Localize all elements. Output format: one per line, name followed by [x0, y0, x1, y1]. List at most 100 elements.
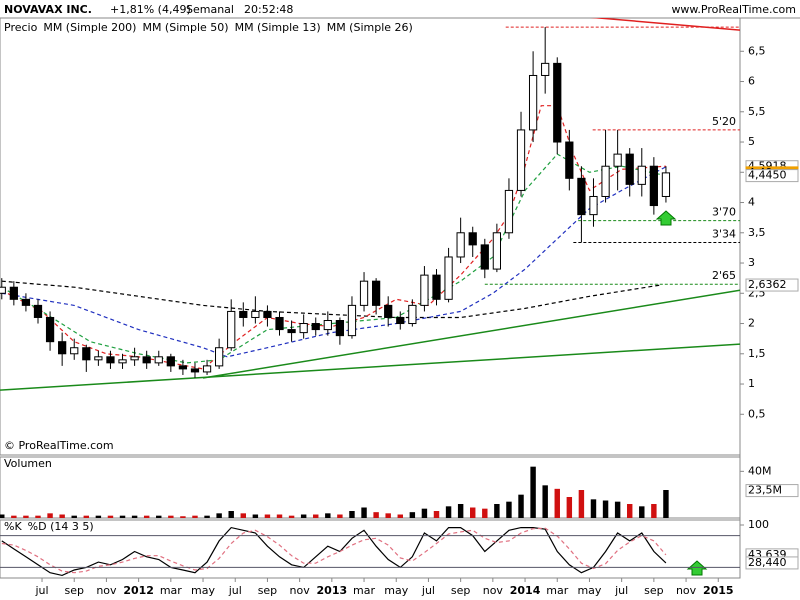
candle-body	[166, 356, 175, 367]
candle-body	[541, 62, 550, 76]
volume-bar	[626, 504, 633, 518]
volume-bar	[168, 515, 174, 518]
x-tick-label: sep	[258, 584, 277, 597]
price-plot: 5'20 3'70 3'34 2'65	[0, 18, 740, 391]
candle-body	[154, 356, 163, 364]
candle-body	[9, 286, 18, 300]
up-arrow	[686, 560, 708, 576]
value-tag	[745, 169, 799, 183]
value-tag-label: 4,4450	[748, 169, 787, 182]
x-tick-label: jul	[228, 584, 242, 597]
x-tick-label: sep	[64, 584, 83, 597]
candle-body	[516, 129, 526, 191]
volume-bar	[494, 504, 500, 518]
candle-body	[649, 165, 658, 207]
candle-body	[444, 256, 453, 300]
x-tick-label: 2012	[123, 584, 154, 597]
y-tick-label: 40M	[748, 464, 772, 477]
volume-bar	[602, 500, 609, 518]
candle-body	[480, 244, 489, 270]
value-tag-label: 23,5M	[748, 484, 782, 497]
volume-bar	[554, 488, 560, 518]
candle-body	[82, 347, 91, 361]
y-tick-label: 2	[748, 317, 755, 330]
volume-bar	[180, 516, 186, 518]
volume-bar	[530, 466, 536, 518]
candle-body	[384, 304, 393, 318]
candle-body	[553, 62, 562, 143]
candle-body	[396, 316, 405, 325]
candle-body	[565, 141, 574, 179]
volume-bar	[23, 515, 29, 518]
trendline	[0, 343, 740, 391]
candle-body	[347, 304, 357, 337]
x-tick-label: nov	[290, 584, 311, 597]
trendline	[590, 18, 740, 31]
candle-body	[263, 310, 272, 318]
y-tick-label: 5	[748, 135, 755, 148]
volume-bar	[433, 511, 440, 518]
volume-bar	[349, 511, 355, 518]
oscillator-line	[1, 526, 667, 577]
copyright: © ProRealTime.com	[4, 439, 114, 452]
volume-bar	[385, 513, 391, 518]
volume-bar	[445, 506, 452, 518]
volume-bar	[590, 499, 597, 518]
candle-body	[106, 356, 115, 364]
y-tick-label: 3,5	[748, 226, 766, 239]
volume-bar	[614, 501, 621, 518]
x-tick-label: nov	[483, 584, 504, 597]
candle-body	[299, 323, 308, 334]
candle-body	[359, 280, 369, 306]
candle-body	[70, 347, 79, 355]
volume-title: Volumen	[4, 457, 52, 470]
candle-body	[227, 310, 236, 349]
up-arrow	[655, 210, 677, 226]
volume-bar	[11, 515, 17, 518]
volume-bar	[542, 485, 548, 518]
volume-bar	[131, 515, 138, 518]
candle-body	[118, 359, 127, 364]
candle-body	[468, 232, 477, 246]
volume-bar	[421, 508, 428, 518]
volume-bar	[578, 490, 585, 518]
candle-body	[661, 172, 671, 197]
candle-body	[408, 304, 417, 325]
value-tag	[745, 484, 799, 498]
legend: Precio MM (Simple 200) MM (Simple 50) MM (S…	[4, 21, 413, 34]
volume-bar	[156, 515, 162, 518]
candle-body	[142, 356, 151, 364]
change: +1,81% (4,49)	[110, 3, 191, 16]
candle-body	[58, 341, 67, 355]
candle-body	[190, 368, 200, 373]
candle-body	[239, 310, 248, 318]
x-tick-label: mar	[160, 584, 182, 597]
y-tick-label: 3	[748, 256, 755, 269]
moving-average	[1, 105, 666, 370]
candle-body	[215, 347, 224, 367]
legend-entry: MM (Simple 26)	[327, 21, 413, 34]
y-tick-label: 6,5	[748, 44, 766, 57]
x-tick-label: may	[191, 584, 215, 597]
x-tick-label: jul	[421, 584, 435, 597]
volume-bar	[240, 513, 247, 518]
volume-bar	[228, 511, 234, 518]
level-label: 5'20	[712, 115, 736, 128]
candle-body	[492, 232, 501, 270]
candle-body	[251, 310, 260, 318]
volume-bar	[506, 501, 512, 518]
x-tick-label: 2015	[703, 584, 734, 597]
volume-bar	[300, 514, 307, 518]
candle-body	[0, 286, 6, 294]
level-label: 2'65	[712, 269, 736, 282]
candle-body	[601, 165, 610, 197]
value-tag	[745, 556, 799, 570]
stoch-plot	[1, 526, 667, 577]
volume-bar	[0, 514, 5, 518]
volume-bar	[95, 515, 102, 518]
x-tick-label: mar	[353, 584, 375, 597]
volume-bar	[276, 514, 283, 518]
y-tick-label: 1	[748, 377, 755, 390]
volume-bar	[337, 514, 343, 518]
